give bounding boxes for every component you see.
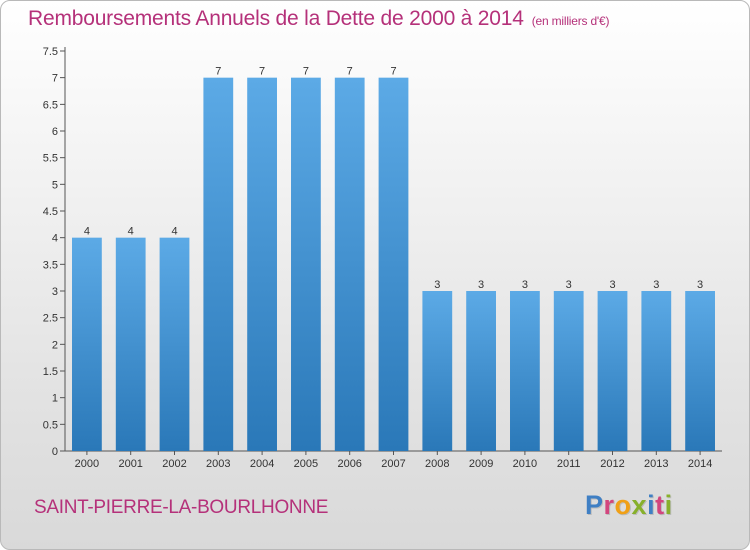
- x-tick-label: 2013: [644, 458, 668, 470]
- y-tick-label: 4: [52, 233, 58, 245]
- y-tick-label: 7.5: [43, 46, 58, 58]
- bar-value-label: 4: [171, 226, 177, 238]
- bar-value-label: 7: [347, 66, 353, 78]
- logo-letter: i: [647, 490, 656, 520]
- bar-value-label: 4: [128, 226, 134, 238]
- bar-value-label: 7: [259, 66, 265, 78]
- logo-letter: x: [631, 490, 648, 520]
- bar: [378, 77, 409, 452]
- chart-labels: 4 2000 4 2001 4 2002 7 2003 7 2004 7 2005 7 2006 7 2007…: [75, 66, 713, 470]
- bar: [597, 291, 628, 451]
- chart-title: Remboursements Annuels de la Dette de 20…: [28, 7, 609, 31]
- chart-bars: [72, 77, 715, 452]
- y-tick-label: 0: [52, 446, 58, 458]
- logo-letter: P: [585, 490, 604, 520]
- y-tick-label: 1: [52, 393, 58, 405]
- bar: [641, 291, 672, 451]
- bar: [510, 291, 540, 451]
- y-tick-label: 2: [52, 339, 58, 351]
- y-tick-label: 6: [52, 126, 58, 138]
- bar: [422, 291, 453, 451]
- logo-letter: i: [664, 490, 673, 520]
- bar-value-label: 7: [215, 66, 221, 78]
- bar: [203, 77, 234, 452]
- y-tick-label: 1.5: [43, 366, 58, 378]
- bar: [553, 291, 584, 451]
- bar: [291, 77, 321, 452]
- chart-unit: (en milliers d'€): [531, 14, 610, 28]
- x-tick-label: 2006: [337, 458, 361, 470]
- proxiti-logo: Proxiti: [585, 490, 673, 521]
- bar-value-label: 3: [653, 279, 659, 291]
- x-tick-label: 2011: [557, 458, 581, 470]
- commune-name: SAINT-PIERRE-LA-BOURLHONNE: [34, 497, 329, 518]
- bar-value-label: 3: [434, 279, 440, 291]
- x-tick-label: 2007: [381, 458, 405, 470]
- bar: [115, 237, 146, 451]
- x-tick-label: 2008: [425, 458, 449, 470]
- bar: [159, 237, 190, 451]
- bar: [685, 291, 715, 451]
- x-tick-label: 2003: [206, 458, 230, 470]
- y-tick-label: 6.5: [43, 99, 58, 111]
- x-tick-label: 2000: [75, 458, 99, 470]
- y-tick-label: 5.5: [43, 153, 58, 165]
- bar: [247, 77, 277, 452]
- bar-value-label: 3: [697, 279, 703, 291]
- x-tick-label: 2012: [600, 458, 624, 470]
- y-tick-label: 0.5: [43, 419, 58, 431]
- x-tick-label: 2001: [118, 458, 142, 470]
- logo-letter: r: [603, 490, 615, 520]
- x-tick-label: 2009: [469, 458, 493, 470]
- x-tick-label: 2005: [294, 458, 318, 470]
- bar: [72, 237, 102, 451]
- bar: [334, 77, 365, 452]
- x-tick-label: 2010: [513, 458, 537, 470]
- bar-value-label: 7: [390, 66, 396, 78]
- bar-value-label: 7: [303, 66, 309, 78]
- y-tick-label: 7: [52, 73, 58, 85]
- bar-value-label: 3: [566, 279, 572, 291]
- x-tick-label: 2004: [250, 458, 274, 470]
- y-tick-label: 5: [52, 179, 58, 191]
- bar-value-label: 3: [478, 279, 484, 291]
- y-tick-label: 3.5: [43, 259, 58, 271]
- bar-value-label: 3: [522, 279, 528, 291]
- bar-value-label: 4: [84, 226, 90, 238]
- logo-letter: o: [614, 490, 632, 520]
- y-tick-label: 4.5: [43, 206, 58, 218]
- x-tick-label: 2014: [688, 458, 712, 470]
- x-tick-label: 2002: [162, 458, 186, 470]
- bar: [466, 291, 496, 451]
- logo-letter: t: [655, 490, 665, 520]
- chart-title-text: Remboursements Annuels de la Dette de 20…: [28, 7, 524, 30]
- y-tick-label: 3: [52, 286, 58, 298]
- bar-value-label: 3: [609, 279, 615, 291]
- y-tick-label: 2.5: [43, 313, 58, 325]
